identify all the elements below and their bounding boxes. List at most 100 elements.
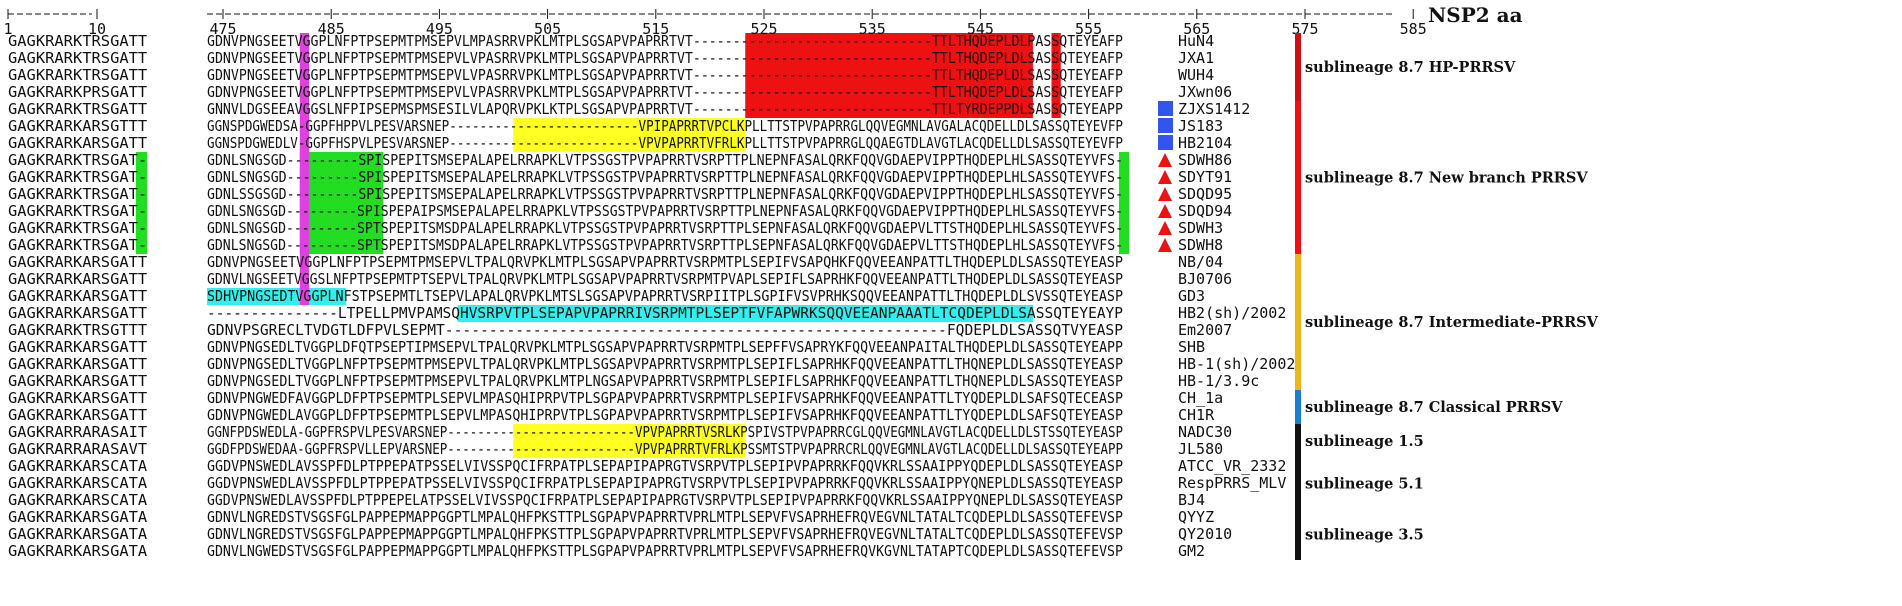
alignment-row: GAGKRARKARSCATA GGDVPNSWEDLAVSSPFDLPTPPEP… <box>8 474 1286 492</box>
alignment-row: GAGKRARKARSGATT GDNVPNGWEDLAVGGPLDFPTPSEP… <box>8 406 1215 424</box>
sequence-left: GAGKRARKTRSGATT <box>8 49 147 67</box>
sequence-left: GAGKRARKARSGATT <box>8 355 147 373</box>
strain-name: JXwn06 <box>1178 83 1232 101</box>
position-ruler: 1 10 475 485 495 505 515 525 535 545 555 565 575 585 <box>3 9 1427 38</box>
sequence-left: GAGKRARRARASAIT <box>8 423 147 441</box>
lineage-label: sublineage 1.5 <box>1305 433 1424 450</box>
sequence-right: GDNLSNGSGD---------SPTSPEPITSMSDPALAPELR… <box>207 219 1123 237</box>
lineage-label: sublineage 5.1 <box>1305 476 1424 493</box>
lineage-label: sublineage 3.5 <box>1305 527 1424 544</box>
sequence-right: GDNVPSGRECLTVDGTLDFPVLSEPMT-------------… <box>207 321 1123 339</box>
strain-name: HB2(sh)/2002 <box>1178 304 1286 322</box>
strain-name: QY2010 <box>1178 525 1232 543</box>
sequence-left: GAGKRARKARSGATT <box>8 270 147 288</box>
sequence-right: GGNSPDGWEDSA-GGPFHPPVLPESVARSNEP--------… <box>207 117 1123 135</box>
strain-name: JS183 <box>1178 117 1223 135</box>
sequence-left: GAGKRARKTRSGAT- <box>8 219 147 237</box>
sequence-left: GAGKRARKTRSGAT- <box>8 236 147 254</box>
figure-title: NSP2 aa <box>1428 3 1523 27</box>
lineage-label: sublineage 8.7 HP-PRRSV <box>1305 59 1516 76</box>
sequence-right: GGDVPNSWEDLAVSSPFDLPTPPEPELATPSSELVIVSSP… <box>207 491 1123 509</box>
sequence-left: GAGKRARKPRSGATT <box>8 83 147 101</box>
highlight-region <box>1119 152 1129 254</box>
alignment-row: GAGKRARKARSGATT GDNVPNGSEDLTVGGPLDFQTPSEP… <box>8 338 1205 356</box>
alignment-row: GAGKRARKTRSGAT- GDNLSSGSGD---------SPISPE… <box>8 185 1232 203</box>
highlight-region <box>1051 33 1061 118</box>
strain-name: HB-1/3.9c <box>1178 372 1259 390</box>
strain-name: RespPRRS_MLV <box>1178 474 1286 492</box>
lineage-label: sublineage 8.7 Classical PRRSV <box>1305 399 1563 416</box>
alignment-row: GAGKRARKTRSGATT GDNVPNGSEETVGGPLNFPTPSEPM… <box>8 32 1214 50</box>
ruler-tick-label: 515 <box>642 20 669 38</box>
blue-square-marker <box>1158 135 1173 150</box>
alignment-row: GAGKRARRARASAIT GGNFPDSWEDLA-GGPFRSPVLPES… <box>8 423 1232 441</box>
sequence-right: GDNLSNGSGD---------SPTSPEPITSMSDPALAPELR… <box>207 236 1123 254</box>
sequence-left: GAGKRARKTRSGAT- <box>8 185 147 203</box>
sequence-right: GDNVPNGSEETVGGPLNFPTPSEPMTPMSEPVLTPALQRV… <box>207 253 1123 271</box>
ruler-tick-label: 555 <box>1075 20 1102 38</box>
alignment-row: GAGKRARKARSGATT GDNVPNGSEDLTVGGPLNFPTPSEP… <box>8 372 1259 390</box>
strain-name: CH_1a <box>1178 389 1223 407</box>
sequence-right: GGNFPDSWEDLA-GGPFRSPVLPESVARSNEP--------… <box>207 423 1123 441</box>
lineage-bar <box>1295 390 1301 424</box>
strain-name: JL580 <box>1178 440 1223 458</box>
red-triangle-marker <box>1158 204 1172 218</box>
sequence-left: GAGKRARRARASAVT <box>8 440 147 458</box>
strain-name: SDQD95 <box>1178 185 1232 203</box>
sequence-right: GDNVPNGSEETVGGPLNFPTPSEPMTPMSEPVLVPASRRV… <box>207 49 1123 67</box>
alignment-row: GAGKRARKARSGATT GGNSPDGWEDLV-GGPFHSPVLPES… <box>8 134 1232 152</box>
alignment-row: GAGKRARKARSCATA GGDVPNSWEDLAVSSPFDLPTPPEP… <box>8 491 1205 509</box>
sequence-right: GDNVPNGSEDLTVGGPLDFQTPSEPTIPMSEPVLTPALQR… <box>207 338 1123 356</box>
alignment-row: GAGKRARRARASAVT GGDFPDSWEDAA-GGPFRSPVLLEP… <box>8 440 1223 458</box>
ruler-tick-label: 525 <box>750 20 777 38</box>
sequence-left: GAGKRARKARSCATA <box>8 457 147 475</box>
strain-name: Em2007 <box>1178 321 1232 339</box>
sequence-left: GAGKRARKARSGTTT <box>8 117 147 135</box>
red-triangle-marker <box>1158 238 1172 252</box>
highlight-region <box>457 305 1033 322</box>
ruler-tick-label: 585 <box>1400 20 1427 38</box>
red-triangle-marker <box>1158 153 1172 167</box>
strain-name: GD3 <box>1178 287 1205 305</box>
sequence-right: GDNVPNGSEETVGGPLNFPTPSEPMTPMSEPVLVPASRRV… <box>207 66 1123 84</box>
sequence-left: GAGKRARKARSGATT <box>8 406 147 424</box>
alignment-row: GAGKRARKARSGATT SDHVPNGSEDTVGGPLNFSTPSEPM… <box>8 287 1205 305</box>
sequence-left: GAGKRARKTRSGAT- <box>8 202 147 220</box>
sequence-right: GGNSPDGWEDLV-GGPFHSPVLPESVARSNEP--------… <box>207 134 1123 152</box>
ruler-tick-label: 535 <box>859 20 886 38</box>
ruler-tick-label: 1 <box>3 20 12 38</box>
lineage-label: sublineage 8.7 New branch PRRSV <box>1305 170 1588 187</box>
ruler-tick-label: 565 <box>1183 20 1210 38</box>
blue-square-marker <box>1158 101 1173 116</box>
strain-name: BJ0706 <box>1178 270 1232 288</box>
alignment-row: GAGKRARKARSGATT GDNVPNGWEDFAVGGPLDFPTPSEP… <box>8 389 1223 407</box>
alignment-row: GAGKRARKTRSGAT- GDNLSNGSGD---------SPTSPE… <box>8 236 1223 254</box>
sequence-right: GDNLSNGSGD---------SPISPEPAIPSMSEPALAPEL… <box>207 202 1123 220</box>
lineage-bar <box>1295 509 1301 560</box>
sequence-left: GAGKRARKARSCATA <box>8 474 147 492</box>
ruler-tick-label: 505 <box>534 20 561 38</box>
sequence-right: GDNLSSGSGD---------SPISPEPITSMSEPALAPELR… <box>207 185 1123 203</box>
alignment-row: GAGKRARKTRSGAT- GDNLSNGSGD---------SPISPE… <box>8 202 1232 220</box>
sequence-right: GDNVPNGSEETVGGPLNFPTPSEPMTPMSEPVLMPASRRV… <box>207 32 1123 50</box>
sequence-left: GAGKRARKARSGATT <box>8 287 147 305</box>
ruler-tick-label: 10 <box>88 20 106 38</box>
lineage-annotations: sublineage 8.7 HP-PRRSV sublineage 8.7 Ne… <box>1295 33 1599 560</box>
sequence-left: GAGKRARKTRSGATT <box>8 100 147 118</box>
alignment-row: GAGKRARKPRSGATT GDNVPNGSEETVGGPLNFPTPSEPM… <box>8 83 1232 101</box>
alignment-row: GAGKRARKTRSGAT- GDNLSNGSGD---------SPISPE… <box>8 168 1232 186</box>
sequence-left: GAGKRARKARSGATT <box>8 372 147 390</box>
ruler-tick-label: 485 <box>318 20 345 38</box>
strain-name: JXA1 <box>1178 49 1214 67</box>
sequence-right: GDNVPNGSEETVGGPLNFPTPSEPMTPMSEPVLVPASRRV… <box>207 83 1123 101</box>
alignment-row: GAGKRARKARSGATT GDNVLNGSEETVGGSLNFPTPSEPM… <box>8 270 1232 288</box>
sequence-right: GDNLSNGSGD---------SPISPEPITSMSEPALAPELR… <box>207 168 1123 186</box>
alignment-row: GAGKRARKTRSGATT GDNVPNGSEETVGGPLNFPTPSEPM… <box>8 49 1214 67</box>
strain-name: SHB <box>1178 338 1205 356</box>
sequence-right: GGDFPDSWEDAA-GGPFRSPVLLEPVARSNEP--------… <box>207 440 1123 458</box>
sequence-right: GGDVPNSWEDLAVSSPFDLPTPPEPATPSSELVIVSSPQC… <box>207 474 1123 492</box>
sequence-left: GAGKRARKTRSGAT- <box>8 168 147 186</box>
strain-name: HB-1(sh)/2002 <box>1178 355 1295 373</box>
sequence-right: GNNVLDGSEEAVGGSLNFPIPSEPMSPMSESILVLAPQRV… <box>207 100 1123 118</box>
sequence-left: GAGKRARKTRSGAT- <box>8 151 147 169</box>
